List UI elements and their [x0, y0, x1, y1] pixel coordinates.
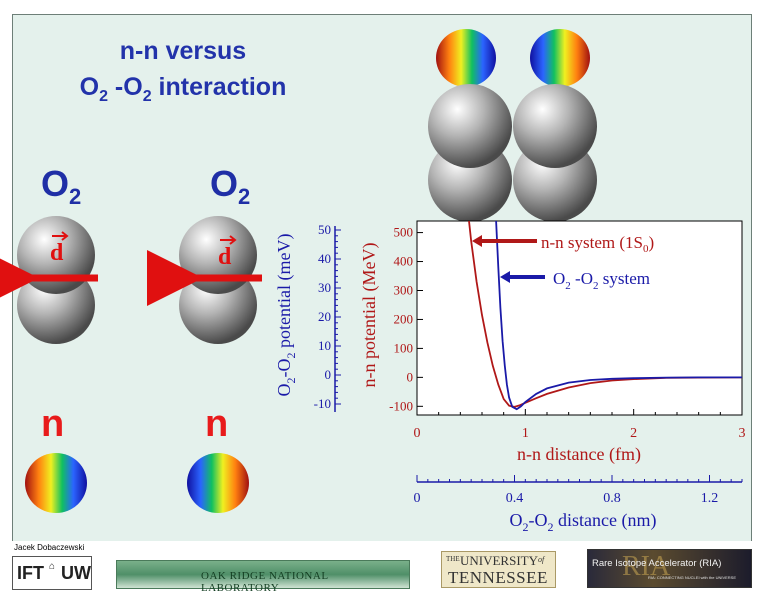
- curves: [468, 220, 743, 411]
- x-tick-label: 3: [739, 426, 746, 441]
- legend-nn-label: n-n system (1S0): [541, 233, 654, 255]
- x-axis-label: n-n distance (fm): [517, 444, 641, 465]
- x2-tick-label: 0.4: [506, 491, 524, 506]
- uw-logo: UW: [61, 563, 91, 583]
- o2-label-right: O2: [210, 163, 251, 210]
- o2-label-left: O2: [41, 163, 82, 210]
- y-tick-label: 400: [394, 254, 414, 269]
- author-credit: Jacek Dobaczewski: [14, 543, 85, 552]
- plot-frame: [416, 220, 743, 416]
- o2-tick-label: 40: [318, 251, 331, 266]
- x2-tick-label: 0.8: [603, 491, 621, 506]
- x2-axis-label: O2-O2 distance (nm): [510, 510, 657, 534]
- neutron-sphere-top-left: [436, 29, 496, 87]
- o2-tick-label: 0: [325, 367, 332, 382]
- o2-tick-label: -10: [314, 396, 331, 411]
- neutron-sphere-bottom-left: [25, 453, 87, 513]
- left-y-axis-ticks: -10 0 10 20 30 40 50: [314, 222, 341, 412]
- university-of-tennessee-logo: THE UNIVERSITY of TENNESSEE: [441, 551, 556, 588]
- y-tick-label: -100: [389, 398, 413, 413]
- right-y-axis-ticks: -100 0 100 200 300 400 500: [389, 225, 423, 413]
- x-tick-label: 2: [630, 426, 637, 441]
- o2-molecule-top-right: [513, 84, 597, 222]
- nn-curve: [468, 220, 743, 408]
- x-axis-ticks: 0 1 2 3: [414, 409, 746, 441]
- o2-tick-label: 20: [318, 309, 331, 324]
- o2-tick-label: 50: [318, 222, 331, 237]
- y-tick-label: 0: [407, 369, 414, 384]
- ift-logo: IFT: [17, 563, 44, 583]
- o2-tick-label: 10: [318, 338, 331, 353]
- y-tick-label: 200: [394, 311, 414, 326]
- columns-icon: ⌂: [49, 561, 56, 572]
- neutron-sphere-top-right: [530, 29, 590, 87]
- y-tick-label: 100: [394, 340, 414, 355]
- n-label-left: n: [41, 403, 65, 445]
- x2-tick-label: 0: [414, 491, 421, 506]
- ift-uw-logo: IFT ⌂ UW: [12, 556, 92, 590]
- o2-tick-label: 30: [318, 280, 331, 295]
- title-line-2: O2 -O2 interaction: [79, 73, 287, 105]
- x2-tick-label: 1.2: [701, 491, 719, 506]
- title-line-1: n-n versus: [119, 37, 247, 65]
- o2-curve: [495, 220, 742, 411]
- left-y-axis-label: O2-O2 potential (meV): [274, 234, 298, 397]
- x-tick-label: 0: [414, 426, 421, 441]
- secondary-x-axis: 0 0.4 0.8 1.2: [414, 475, 743, 506]
- dipole-label-left: d: [50, 240, 64, 266]
- ria-mark: RIA: [622, 551, 671, 582]
- dipole-label-right: d: [218, 244, 232, 270]
- ornl-logo: OAK RIDGE NATIONAL LABORATORY: [116, 560, 410, 594]
- y-tick-label: 300: [394, 282, 414, 297]
- ria-logo: RIA Rare Isotope Accelerator (RIA) RIA: …: [587, 549, 752, 588]
- right-y-axis-label: n-n potential (MeV): [359, 243, 380, 388]
- slide-title: n-n versus O2 -O2 interaction: [53, 33, 313, 115]
- x-tick-label: 1: [522, 426, 529, 441]
- n-label-right: n: [205, 403, 229, 445]
- o2-molecule-top-left: [428, 84, 512, 222]
- y-tick-label: 500: [394, 225, 414, 240]
- neutron-sphere-bottom-right: [187, 453, 249, 513]
- legend-o2-label: O2 -O2 system: [553, 269, 650, 292]
